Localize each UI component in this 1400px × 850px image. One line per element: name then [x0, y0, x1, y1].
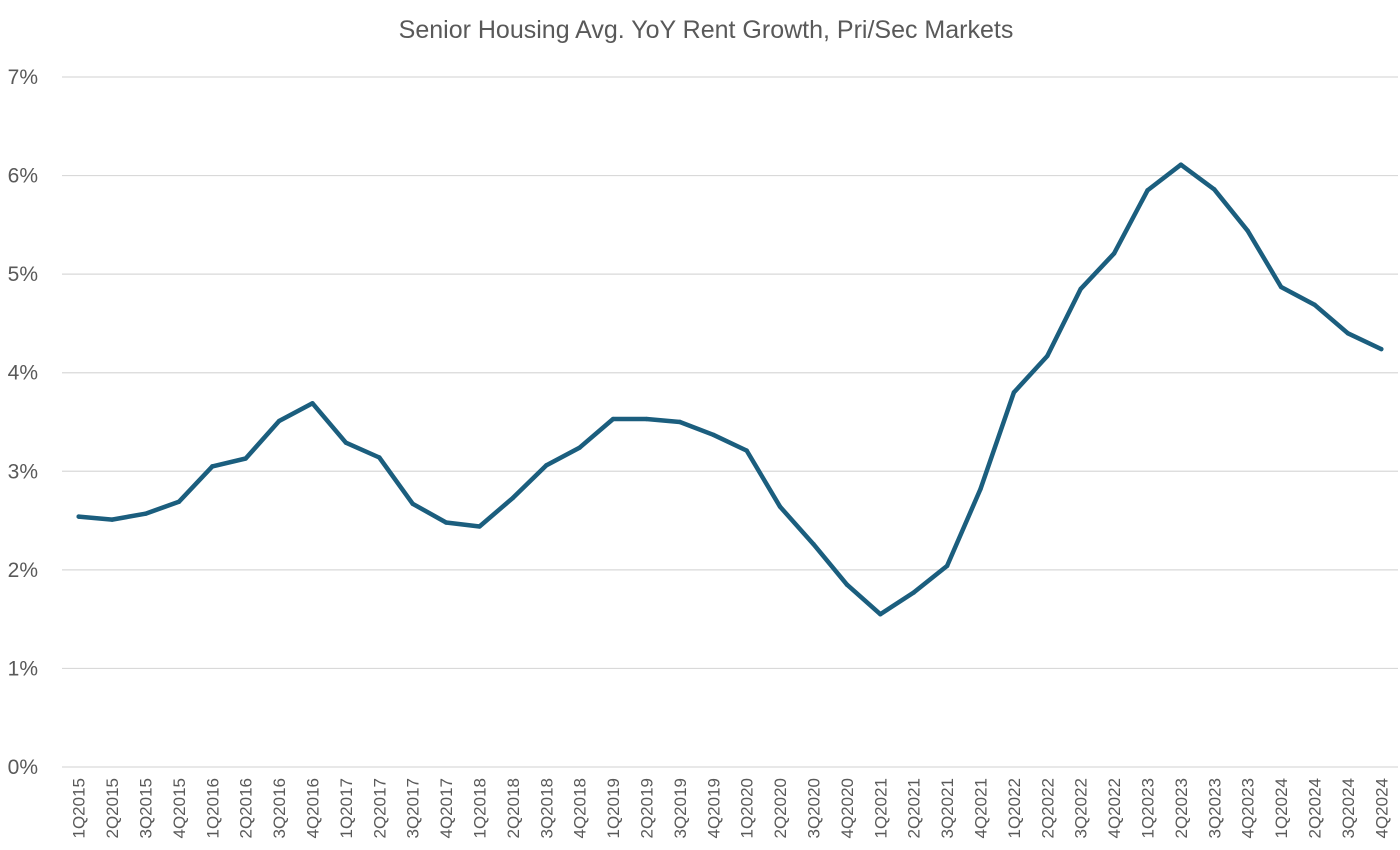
y-tick-label: 3% — [8, 460, 38, 483]
x-tick-label: 2Q2023 — [1172, 778, 1191, 839]
data-point — [911, 590, 916, 595]
x-tick-label: 2Q2016 — [237, 778, 256, 839]
data-point — [610, 416, 616, 422]
x-axis-ticks: 1Q2015 2Q2015 3Q2015 4Q2015 1Q2016 2Q2016 3Q20… — [70, 778, 1392, 839]
data-point — [711, 432, 716, 438]
x-tick-label: 4Q2016 — [304, 778, 323, 839]
data-point — [477, 524, 482, 529]
x-tick-label: 1Q2023 — [1139, 778, 1158, 839]
x-tick-label: 1Q2016 — [203, 778, 222, 839]
data-point — [1312, 302, 1317, 307]
data-point — [1379, 346, 1384, 352]
x-tick-label: 2Q2015 — [103, 778, 122, 839]
y-tick-label: 4% — [8, 362, 38, 385]
x-tick-label: 4Q2021 — [972, 778, 991, 839]
y-tick-label: 5% — [8, 263, 38, 286]
series-layer — [76, 162, 1384, 617]
gridlines — [62, 76, 1398, 670]
x-tick-label: 2Q2021 — [905, 778, 924, 839]
x-tick-label: 3Q2020 — [805, 778, 824, 839]
data-point — [276, 418, 282, 424]
data-point — [677, 419, 683, 425]
data-point — [878, 612, 883, 617]
data-point — [1145, 188, 1150, 193]
x-tick-label: 1Q2022 — [1005, 778, 1024, 839]
data-point — [577, 445, 582, 450]
x-tick-label: 3Q2018 — [537, 778, 556, 839]
data-point — [377, 455, 382, 460]
x-tick-label: 1Q2017 — [337, 778, 356, 839]
data-point — [443, 520, 449, 525]
data-point — [143, 511, 148, 516]
data-point — [176, 499, 182, 505]
x-tick-label: 4Q2018 — [571, 778, 590, 839]
data-point — [1045, 353, 1050, 359]
x-tick-label: 3Q2024 — [1339, 778, 1358, 839]
y-tick-label: 6% — [8, 165, 38, 188]
x-tick-label: 2Q2022 — [1038, 778, 1057, 839]
x-tick-label: 1Q2019 — [604, 778, 623, 839]
data-point — [1245, 228, 1250, 233]
x-tick-label: 1Q2020 — [738, 778, 757, 839]
x-tick-label: 1Q2021 — [871, 778, 890, 839]
x-tick-label: 4Q2015 — [170, 778, 189, 839]
x-tick-label: 1Q2015 — [70, 778, 89, 839]
data-point — [310, 401, 315, 406]
x-tick-label: 4Q2017 — [437, 778, 456, 839]
y-axis-ticks: 0% 1% 2% 3% 4% 5% 6% 7% — [8, 66, 38, 779]
data-point — [944, 563, 950, 569]
data-point — [811, 542, 816, 547]
x-tick-label: 3Q2015 — [137, 778, 156, 839]
x-tick-label: 3Q2017 — [404, 778, 423, 839]
data-point — [410, 501, 415, 507]
data-point — [544, 463, 549, 468]
x-tick-label: 2Q2019 — [638, 778, 657, 839]
data-point — [1011, 390, 1017, 395]
x-tick-label: 2Q2020 — [771, 778, 790, 839]
x-tick-label: 4Q2024 — [1372, 778, 1391, 839]
x-tick-label: 4Q2022 — [1105, 778, 1124, 839]
data-point — [744, 448, 749, 453]
x-tick-label: 1Q2018 — [471, 778, 490, 839]
data-point — [777, 504, 783, 509]
x-tick-label: 3Q2023 — [1205, 778, 1224, 839]
data-point — [844, 582, 850, 587]
data-point — [510, 495, 516, 501]
x-tick-label: 4Q2020 — [838, 778, 857, 839]
data-point — [76, 514, 81, 519]
data-point — [1178, 162, 1184, 167]
x-tick-label: 3Q2016 — [270, 778, 289, 839]
data-point — [1111, 251, 1117, 256]
x-tick-label: 2Q2018 — [504, 778, 523, 839]
data-point — [978, 486, 983, 492]
data-point — [1078, 286, 1083, 292]
y-tick-label: 0% — [8, 756, 38, 779]
data-point — [109, 517, 115, 522]
x-tick-label: 2Q2017 — [370, 778, 389, 839]
x-tick-label: 4Q2019 — [704, 778, 723, 839]
data-point — [1278, 284, 1284, 290]
x-tick-label: 3Q2019 — [671, 778, 690, 839]
data-point — [644, 416, 649, 422]
data-point — [343, 440, 349, 445]
x-tick-label: 3Q2022 — [1072, 778, 1091, 839]
x-tick-label: 2Q2024 — [1306, 778, 1325, 839]
y-tick-label: 1% — [8, 657, 38, 680]
y-tick-label: 2% — [8, 559, 38, 582]
y-tick-label: 7% — [8, 66, 38, 89]
data-point — [1345, 331, 1351, 336]
chart-title: Senior Housing Avg. YoY Rent Growth, Pri… — [399, 16, 1014, 44]
x-tick-label: 1Q2024 — [1272, 778, 1291, 839]
x-tick-label: 3Q2021 — [938, 778, 957, 839]
x-tick-label: 4Q2023 — [1239, 778, 1258, 839]
series-line — [76, 162, 1384, 617]
data-point — [210, 464, 215, 469]
data-point — [1212, 187, 1217, 192]
data-point — [243, 456, 248, 461]
